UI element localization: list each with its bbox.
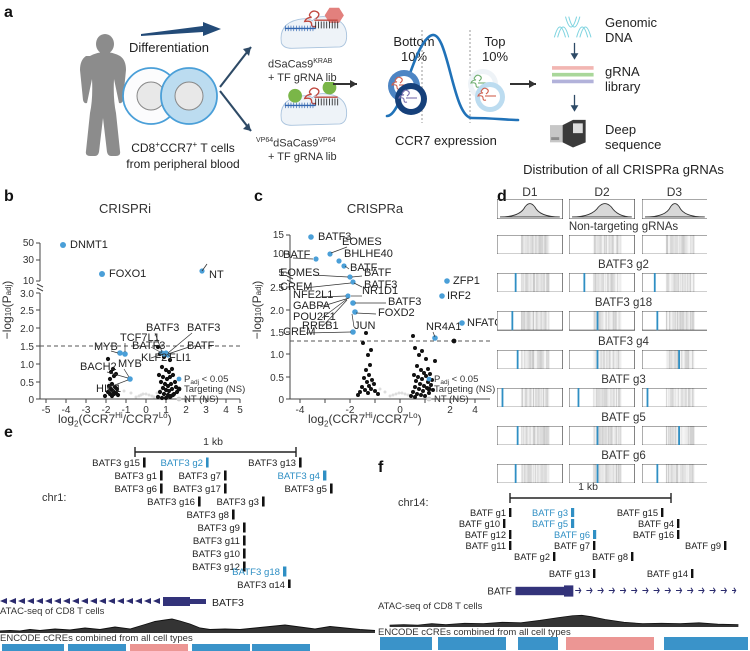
svg-text:BATF3 g6: BATF3 g6	[115, 484, 157, 495]
svg-text:EOMES: EOMES	[342, 236, 382, 248]
svg-text:2.0: 2.0	[20, 324, 34, 335]
svg-text:3.0: 3.0	[20, 289, 34, 300]
svg-text:BACH2: BACH2	[80, 361, 117, 373]
svg-text:BATF g5: BATF g5	[532, 519, 568, 529]
svg-text:BATF g6: BATF g6	[554, 530, 590, 540]
svg-text:BATF3: BATF3	[132, 340, 165, 352]
svg-text:4: 4	[472, 405, 478, 416]
svg-text:BATF g9: BATF g9	[685, 541, 721, 551]
svg-text:4: 4	[223, 405, 229, 416]
svg-text:BATF: BATF	[187, 340, 215, 352]
svg-text:JUN: JUN	[354, 320, 375, 332]
svg-text:BATF3: BATF3	[187, 322, 220, 334]
svg-text:DNMT1: DNMT1	[70, 239, 108, 251]
svg-text:MYB: MYB	[94, 341, 118, 353]
svg-text:ZFP1: ZFP1	[453, 275, 480, 287]
svg-text:BATF3 g11: BATF3 g11	[193, 536, 240, 547]
svg-text:BATF g16: BATF g16	[633, 530, 674, 540]
svg-text:2.5: 2.5	[20, 306, 34, 317]
svg-text:BATF g3: BATF g3	[532, 508, 568, 518]
svg-text:FOXD2: FOXD2	[378, 307, 415, 319]
svg-text:BATF: BATF	[487, 586, 511, 597]
svg-text:FLI1: FLI1	[169, 352, 191, 364]
svg-text:5: 5	[237, 405, 243, 416]
svg-text:0: 0	[28, 395, 34, 406]
svg-text:2.0: 2.0	[270, 306, 284, 317]
svg-text:NR4A1: NR4A1	[426, 321, 461, 333]
svg-text:NT (NS): NT (NS)	[184, 394, 219, 405]
svg-text:2: 2	[447, 405, 453, 416]
svg-text:BATF3 g5: BATF3 g5	[285, 484, 327, 495]
svg-text:BATF3 g3: BATF3 g3	[217, 497, 259, 508]
svg-text:BATF: BATF	[364, 267, 392, 279]
svg-text:BATF3 g9: BATF3 g9	[198, 523, 240, 534]
svg-text:3: 3	[203, 405, 209, 416]
svg-text:BATF g11: BATF g11	[466, 541, 506, 551]
svg-text:BATF3: BATF3	[212, 597, 244, 609]
svg-text:BATF3 g16: BATF3 g16	[147, 497, 195, 508]
svg-text:0.5: 0.5	[20, 378, 34, 389]
svg-text:BATF g14: BATF g14	[647, 569, 688, 579]
svg-text:BATF3 g7: BATF3 g7	[179, 471, 221, 482]
svg-text:IRF2: IRF2	[447, 290, 471, 302]
svg-text:BATF g7: BATF g7	[554, 541, 590, 551]
svg-text:NT: NT	[209, 269, 224, 281]
svg-text:1.0: 1.0	[270, 350, 284, 361]
svg-text:BATF g10: BATF g10	[459, 519, 500, 529]
svg-text:BATF g13: BATF g13	[549, 569, 590, 579]
svg-text:1.5: 1.5	[20, 342, 34, 353]
svg-text:BATF3 g2: BATF3 g2	[161, 458, 203, 469]
svg-text:BATF3 g18: BATF3 g18	[232, 567, 280, 578]
svg-text:BATF g4: BATF g4	[638, 519, 674, 529]
svg-text:NFATC3: NFATC3	[467, 317, 500, 329]
svg-text:BATF g12: BATF g12	[465, 530, 506, 540]
svg-text:BATF3 g1: BATF3 g1	[115, 471, 157, 482]
svg-text:BATF g15: BATF g15	[617, 508, 658, 518]
svg-text:10: 10	[23, 276, 35, 287]
svg-text:BATF g2: BATF g2	[514, 552, 550, 562]
svg-text:-5: -5	[42, 405, 51, 416]
svg-text:NT (NS): NT (NS)	[434, 394, 469, 405]
svg-text:0: 0	[278, 395, 284, 406]
svg-text:BATF3 g10: BATF3 g10	[192, 549, 240, 560]
svg-text:BATF3 g15: BATF3 g15	[92, 458, 140, 469]
svg-text:0.5: 0.5	[270, 373, 284, 384]
svg-text:CREM: CREM	[283, 326, 315, 338]
svg-text:2: 2	[183, 405, 189, 416]
svg-text:KLF2: KLF2	[141, 352, 167, 364]
svg-text:BATF3 g4: BATF3 g4	[278, 471, 321, 482]
svg-text:MYB: MYB	[118, 358, 142, 370]
svg-text:BATF g1: BATF g1	[470, 508, 506, 518]
svg-text:BATF3: BATF3	[146, 322, 179, 334]
svg-text:30: 30	[23, 255, 35, 266]
svg-text:BATF3 g13: BATF3 g13	[248, 458, 296, 469]
svg-text:BATF3 g8: BATF3 g8	[187, 510, 229, 521]
svg-text:BHLHE40: BHLHE40	[344, 248, 393, 260]
svg-text:BATF3 g14: BATF3 g14	[237, 580, 285, 588]
svg-text:-4: -4	[296, 405, 305, 416]
svg-text:15: 15	[273, 230, 285, 241]
svg-text:50: 50	[23, 238, 35, 249]
svg-text:FOXO1: FOXO1	[109, 268, 146, 280]
svg-text:HIC1: HIC1	[96, 383, 121, 395]
svg-text:BATF: BATF	[283, 249, 311, 261]
svg-text:EOMES: EOMES	[280, 267, 320, 279]
svg-text:BATF g8: BATF g8	[592, 552, 628, 562]
svg-text:1.0: 1.0	[20, 360, 34, 371]
svg-text:BATF3 g17: BATF3 g17	[173, 484, 221, 495]
